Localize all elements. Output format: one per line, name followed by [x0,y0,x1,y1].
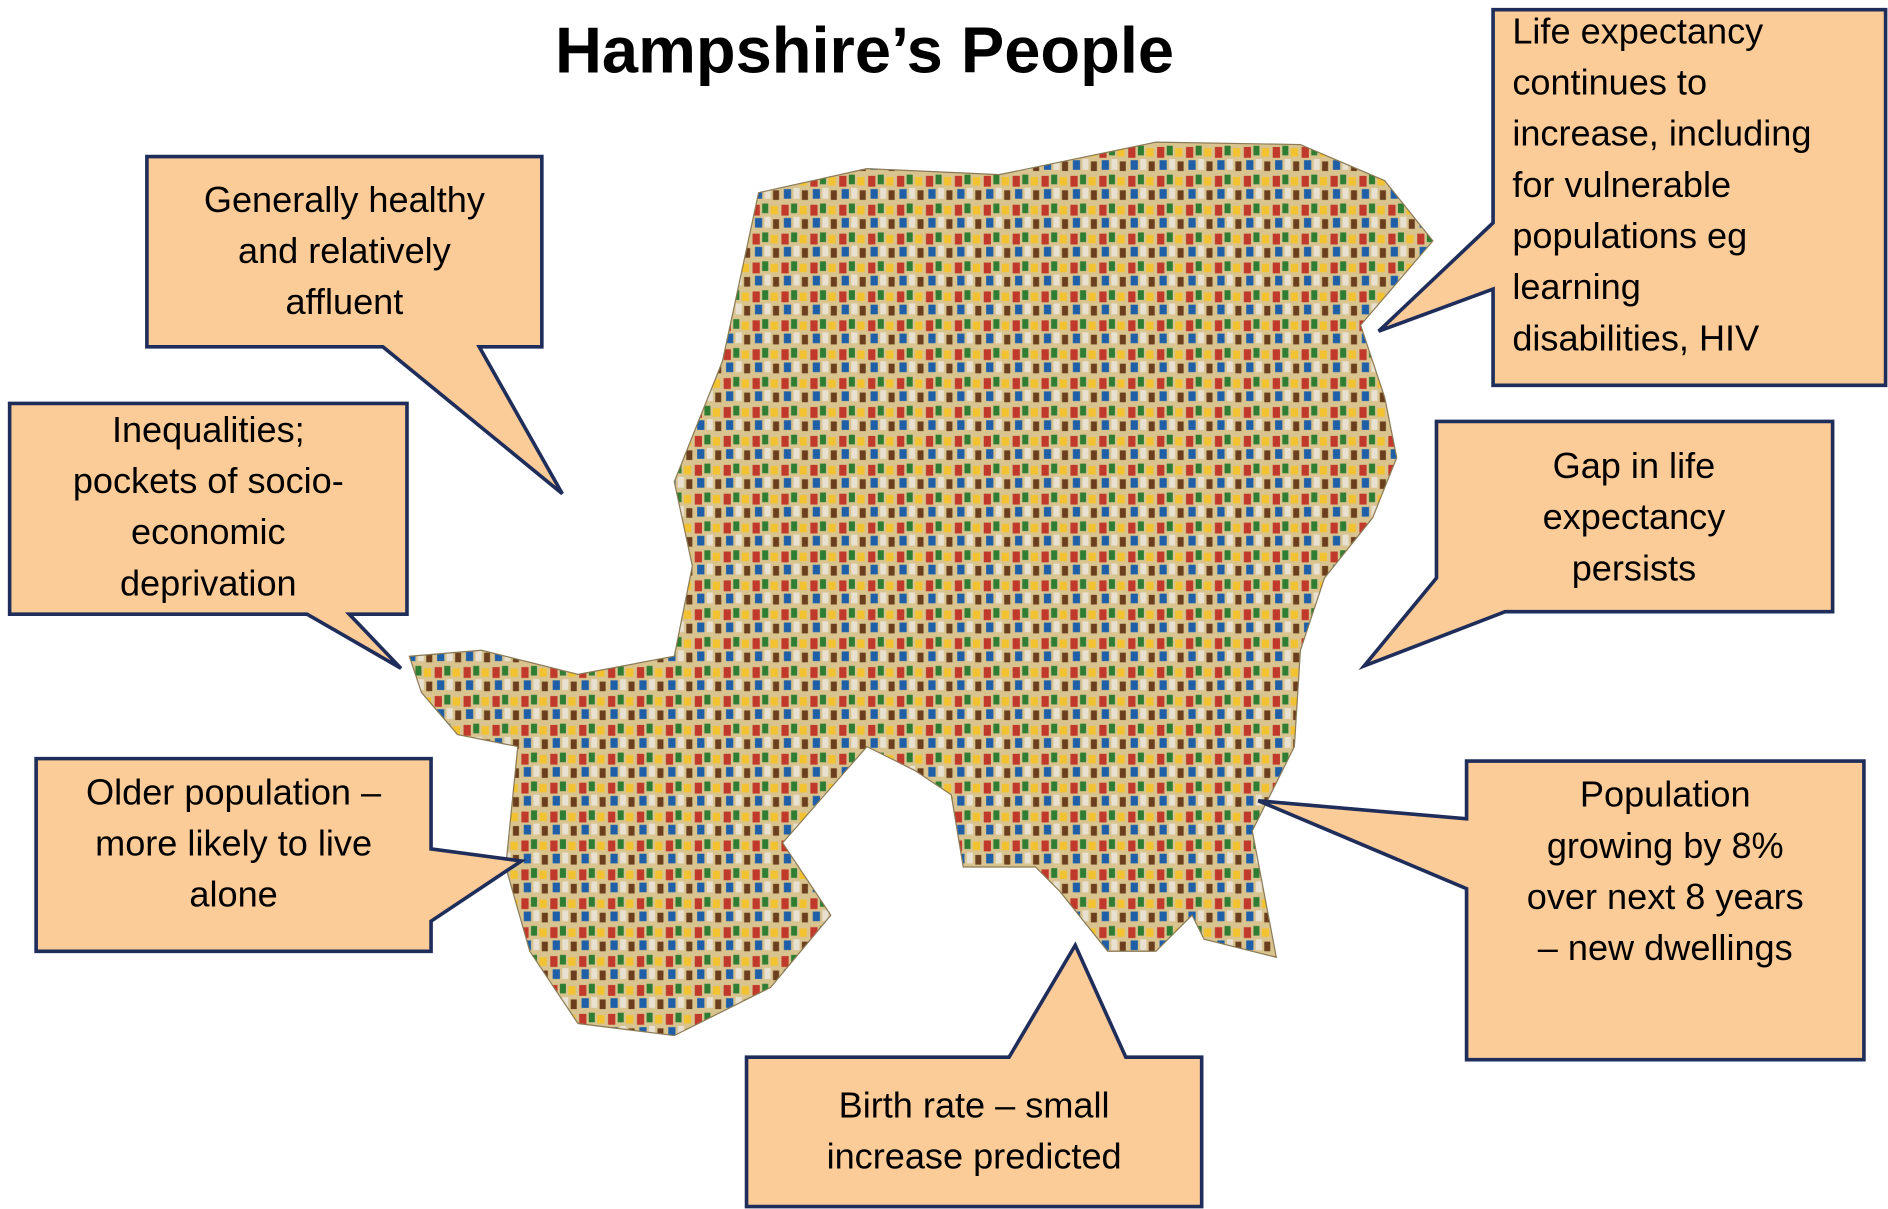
callout-text: deprivation [120,562,297,603]
callout-text: increase, including [1512,113,1811,154]
callout-text: Gap in life [1553,445,1716,486]
callout-text: Older population – [86,771,382,812]
county-map [409,142,1432,1035]
callout-text: expectancy [1543,496,1726,537]
callout-text: Generally healthy [204,179,485,220]
callout-text: for vulnerable [1512,164,1731,205]
callout-text: Birth rate – small [839,1084,1110,1125]
callout-text: learning [1512,266,1640,307]
callout-text: Life expectancy [1512,10,1763,51]
callout-text: Population [1580,774,1751,815]
slide: Hampshire’s People Generally healthy and … [0,0,1888,1209]
callout-text: – new dwellings [1538,927,1793,968]
callout-text: disabilities, HIV [1512,317,1759,358]
callout-text: alone [189,874,277,915]
title: Hampshire’s People [555,13,1174,86]
callout-text: and relatively [238,230,451,271]
callout-text: populations eg [1512,215,1747,256]
callout-text: continues to [1512,61,1707,102]
callout-text: over next 8 years [1527,876,1804,917]
callout-text: economic [131,511,286,552]
callout-text: increase predicted [827,1136,1122,1177]
callout-text: persists [1572,547,1696,588]
callout-text: more likely to live [95,822,372,863]
callout-text: Inequalities; [112,409,305,450]
callout-text: growing by 8% [1547,825,1784,866]
callout-text: affluent [285,281,403,322]
callout-text: pockets of socio- [73,460,344,501]
